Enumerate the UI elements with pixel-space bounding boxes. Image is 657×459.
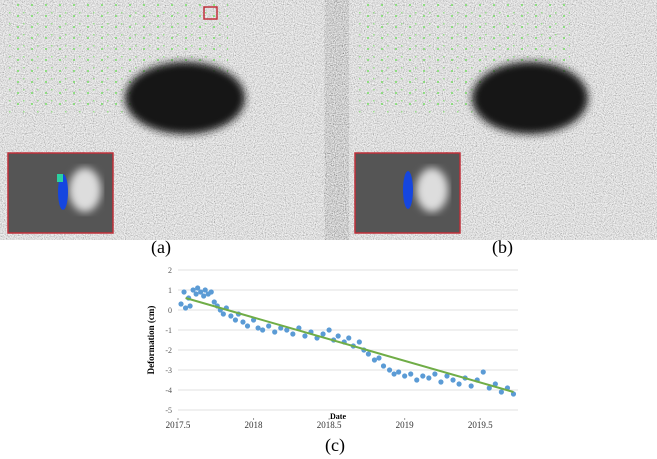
image-b [355,3,657,233]
data-point [438,379,443,384]
data-point [469,383,474,388]
y-tick-label: 2 [168,266,172,275]
data-point [432,371,437,376]
data-point [414,377,419,382]
data-point [450,377,455,382]
data-point [201,293,206,298]
data-point [499,389,504,394]
data-point [336,333,341,338]
figure: (a) (b) (c) -5 -4 -3 -2 -1 0 1 2 2017.5 2018 2018.… [0,0,657,459]
data-point [183,305,188,310]
y-tick-label: -1 [165,326,172,335]
data-point [481,369,486,374]
data-point [372,357,377,362]
data-point [357,339,362,344]
x-tick-label: 2018 [245,420,263,430]
data-point [181,289,186,294]
y-tick-label: -2 [165,346,172,355]
y-axis-label: Deformation (cm) [146,306,156,375]
data-point [272,329,277,334]
data-point [327,327,332,332]
data-point [233,317,238,322]
data-point [266,323,271,328]
x-tick-label: 2018.5 [317,420,342,430]
data-point [420,373,425,378]
sar-images [0,0,657,240]
y-tick-label: 0 [168,306,172,315]
data-point [320,331,325,336]
y-tick-label: -4 [165,386,172,395]
data-point [260,327,265,332]
data-point [376,355,381,360]
x-tick-label: 2017.5 [166,420,191,430]
data-point [178,301,183,306]
panel-label: (a) [151,237,171,258]
data-point [290,331,295,336]
data-point [456,381,461,386]
data-point [366,351,371,356]
data-point [346,335,351,340]
data-point [240,319,245,324]
x-tick-label: 2019 [396,420,415,430]
data-point [228,313,233,318]
data-point [381,363,386,368]
x-axis-label: Date [330,412,346,421]
data-point [302,333,307,338]
y-tick-label: -3 [165,366,172,375]
data-point [221,311,226,316]
panel-label: (b) [492,237,513,258]
y-tick-label: 1 [168,286,172,295]
data-point [408,371,413,376]
data-point [187,303,192,308]
data-point [426,375,431,380]
data-point [402,373,407,378]
chart: -5 -4 -3 -2 -1 0 1 2 2017.5 2018 2018.5 2019 2019.5 D… [140,262,530,434]
panel-label: (c) [325,435,345,456]
data-point [245,323,250,328]
data-point [396,369,401,374]
y-tick-label: -5 [165,406,172,415]
data-point [194,291,199,296]
data-point [387,367,392,372]
image-a [8,3,318,233]
data-point [209,289,214,294]
x-tick-label: 2019.5 [468,420,493,430]
data-point [391,371,396,376]
data-point [255,325,260,330]
